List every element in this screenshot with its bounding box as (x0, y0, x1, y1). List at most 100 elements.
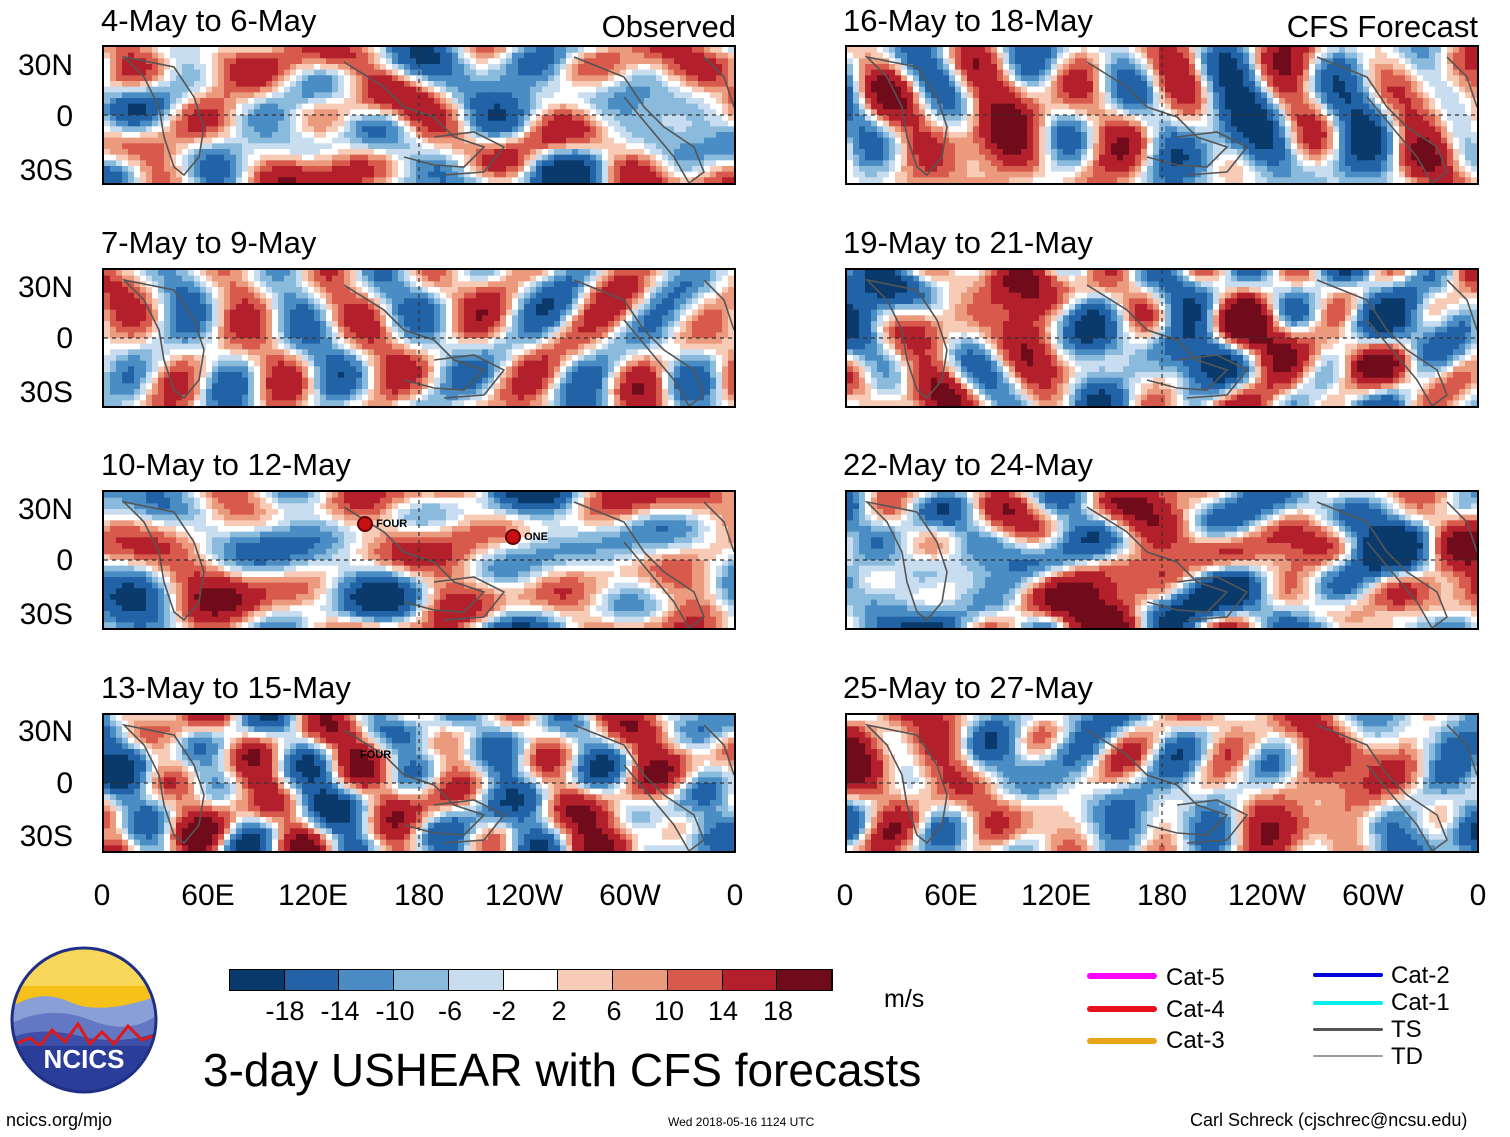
map-panel (845, 45, 1479, 185)
colorbar-label: -18 (265, 996, 304, 1026)
panel-title: 7-May to 9-May (101, 226, 316, 260)
units-label: m/s (884, 985, 924, 1014)
colorbar-swatch (230, 970, 285, 990)
storm-label: ONE (524, 531, 548, 543)
shear-field (104, 270, 734, 406)
colorbar-label: -6 (438, 996, 462, 1026)
lon-label: 120E (1021, 880, 1091, 912)
colorbar-swatch (284, 970, 340, 990)
map-panel (102, 713, 736, 853)
coastline (864, 723, 1477, 851)
ncics-logo: NCICS (10, 946, 158, 1094)
lat-label: 30S (3, 377, 73, 409)
colorbar-label: 10 (654, 996, 684, 1026)
panel-title: 19-May to 21-May (843, 226, 1093, 260)
colorbar-swatch (722, 970, 778, 990)
storm-label: FOUR (376, 518, 407, 530)
coastline (864, 500, 1477, 628)
lon-label: 0 (94, 880, 111, 912)
lat-label: 0 (3, 768, 73, 800)
coastline (864, 278, 1477, 406)
panel-title: 16-May to 18-May (843, 4, 1093, 38)
colorbar-swatch (448, 970, 504, 990)
lat-label: 0 (3, 101, 73, 133)
legend-label: TD (1391, 1044, 1423, 1070)
colorbar-label: 18 (763, 996, 793, 1026)
observed-label: Observed (536, 10, 736, 44)
coastline (864, 55, 1477, 183)
colorbar-swatch (558, 970, 614, 990)
legend-line-cat1 (1313, 1001, 1383, 1005)
colorbar-label: 6 (606, 996, 621, 1026)
lon-label: 60E (924, 880, 977, 912)
storm-marker-four: FOUR (357, 516, 407, 532)
lon-label: 180 (1137, 880, 1187, 912)
colorbar-label: -2 (492, 996, 516, 1026)
colorbar-swatch (613, 970, 668, 990)
colorbar-swatch (667, 970, 723, 990)
storm-marker-one: ONE (505, 529, 548, 545)
colorbar-label: 2 (551, 996, 566, 1026)
lon-label: 120W (485, 880, 563, 912)
lon-label: 0 (1470, 880, 1487, 912)
legend-label: Cat-3 (1166, 1028, 1225, 1054)
lon-label: 120E (278, 880, 348, 912)
panel-title: 4-May to 6-May (101, 4, 316, 38)
storm-label-four: FOUR (360, 749, 391, 761)
lat-label: 30S (3, 821, 73, 853)
shear-field (104, 715, 734, 851)
lon-label: 0 (837, 880, 854, 912)
colorbar-label: -10 (375, 996, 414, 1026)
colorbar-swatch (777, 970, 833, 990)
shear-field (104, 492, 734, 628)
footer-timestamp: Wed 2018-05-16 1124 UTC (668, 1115, 814, 1129)
coastline (121, 500, 734, 628)
shear-field (847, 492, 1477, 628)
colorbar (229, 969, 833, 991)
shear-field (847, 270, 1477, 406)
lon-label: 60W (599, 880, 661, 912)
coastline (121, 278, 734, 406)
lon-label: 180 (394, 880, 444, 912)
shear-field (847, 715, 1477, 851)
colorbar-swatch (339, 970, 395, 990)
colorbar-swatch (503, 970, 559, 990)
lon-label: 120W (1228, 880, 1306, 912)
legend-line-td (1313, 1055, 1383, 1057)
lon-label: 60E (181, 880, 234, 912)
panel-title: 10-May to 12-May (101, 448, 351, 482)
main-title: 3-day USHEAR with CFS forecasts (203, 1044, 921, 1096)
lat-label: 0 (3, 323, 73, 355)
legend-line-cat4 (1087, 1006, 1157, 1012)
lat-label: 0 (3, 545, 73, 577)
coastline (121, 55, 734, 183)
legend-line-cat2 (1313, 973, 1383, 977)
map-panel (845, 713, 1479, 853)
map-panel (102, 490, 736, 630)
legend-label: Cat-2 (1391, 963, 1450, 989)
legend-label: Cat-5 (1166, 965, 1225, 991)
colorbar-label: 14 (708, 996, 738, 1026)
shear-field (847, 47, 1477, 183)
logo-text: NCICS (44, 1044, 125, 1074)
legend-label: Cat-1 (1391, 990, 1450, 1016)
colorbar-label: -14 (320, 996, 359, 1026)
coastline (121, 723, 734, 851)
shear-field (104, 47, 734, 183)
legend-line-cat5 (1087, 973, 1157, 979)
map-panel (845, 490, 1479, 630)
lon-label: 0 (727, 880, 744, 912)
colorbar-swatch (394, 970, 449, 990)
lat-label: 30N (3, 50, 73, 82)
footer-link[interactable]: ncics.org/mjo (6, 1110, 112, 1131)
map-panel (102, 268, 736, 408)
forecast-label: CFS Forecast (1180, 10, 1478, 44)
legend-line-ts (1313, 1028, 1383, 1031)
panel-title: 25-May to 27-May (843, 671, 1093, 705)
lat-label: 30N (3, 272, 73, 304)
map-panel (845, 268, 1479, 408)
panel-title: 13-May to 15-May (101, 671, 351, 705)
lon-label: 60W (1342, 880, 1404, 912)
legend-line-cat3 (1087, 1038, 1157, 1044)
lat-label: 30S (3, 155, 73, 187)
